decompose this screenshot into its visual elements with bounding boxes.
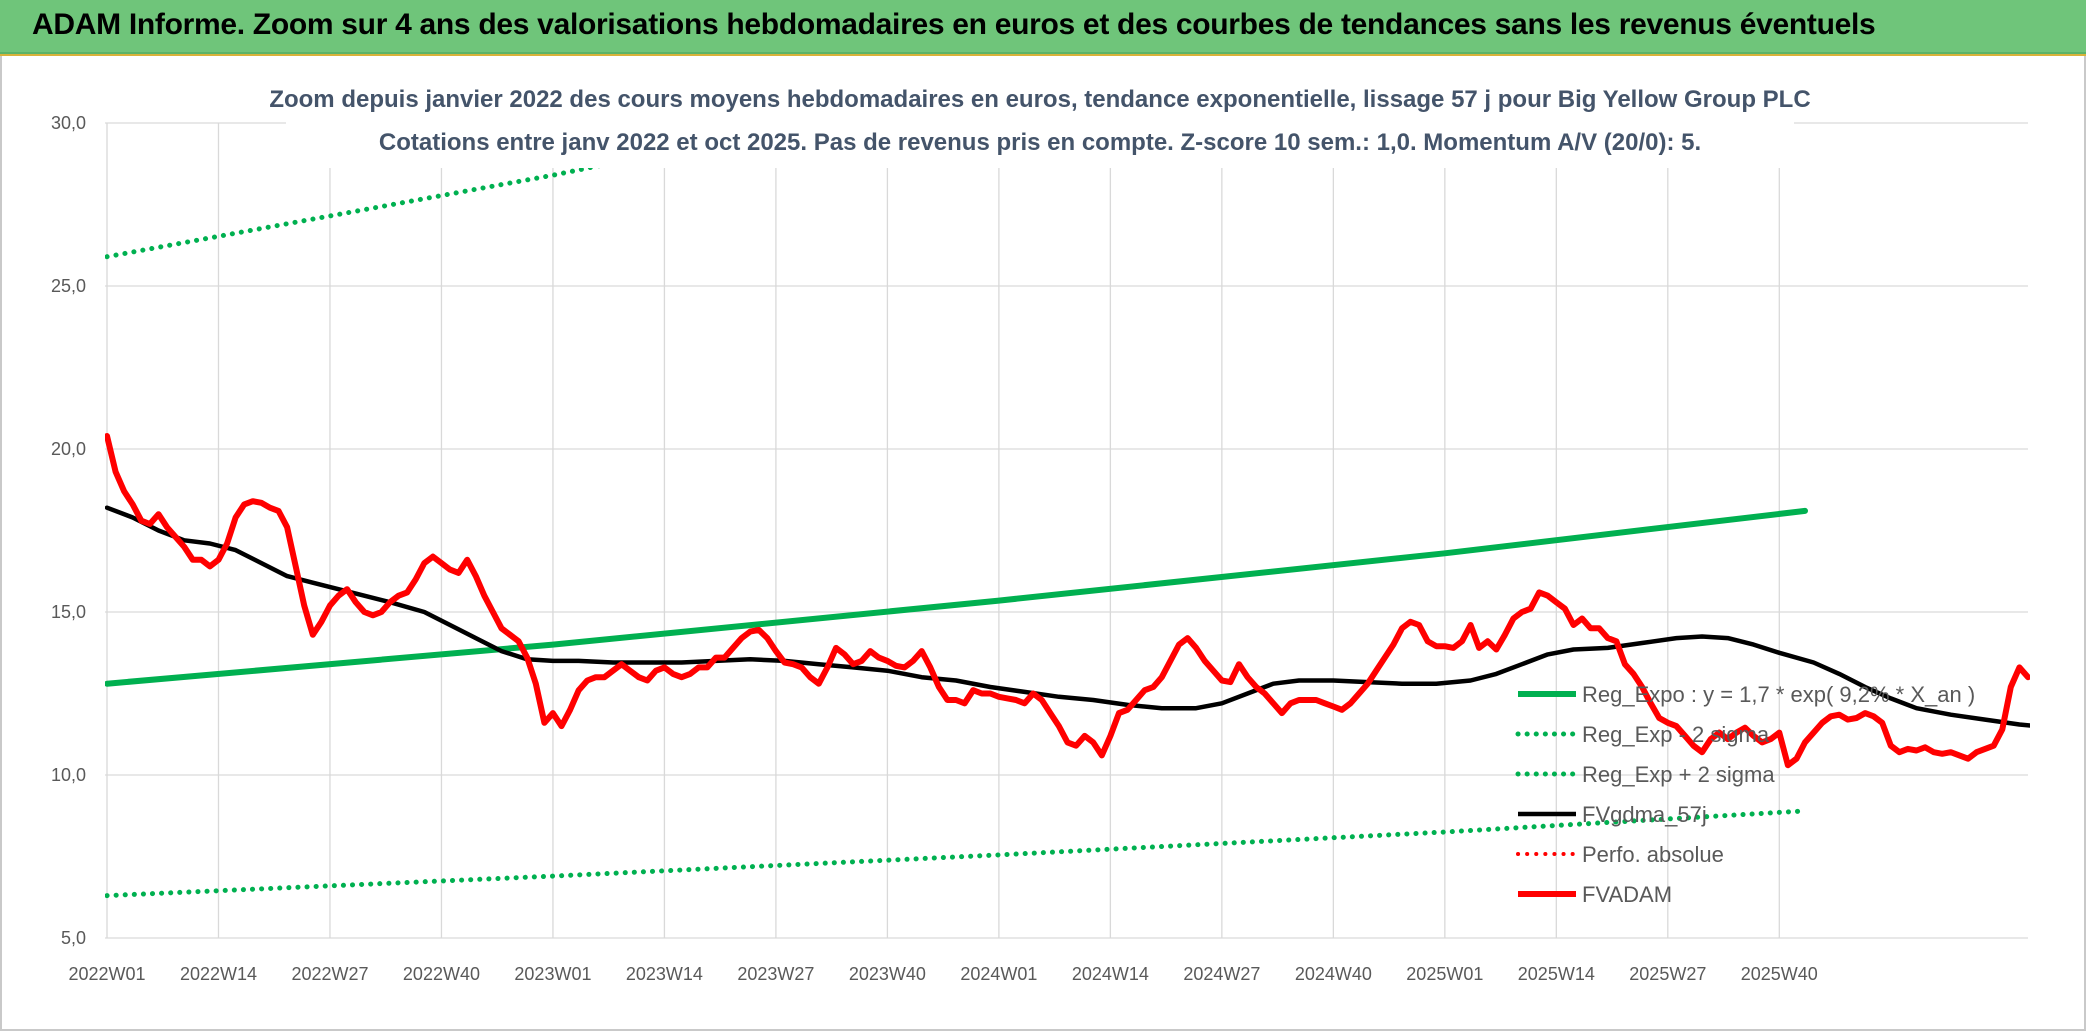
x-tick-label: 2025W27	[1629, 964, 1706, 984]
x-tick-label: 2023W01	[514, 964, 591, 984]
legend-label: FVgdma_57j	[1582, 802, 1707, 827]
x-tick-label: 2023W40	[849, 964, 926, 984]
grid	[105, 122, 2028, 939]
y-tick-label: 15,0	[51, 602, 86, 622]
x-tick-label: 2025W40	[1741, 964, 1818, 984]
x-tick-label: 2024W40	[1295, 964, 1372, 984]
series-line	[105, 507, 1808, 687]
series-line	[105, 433, 2030, 769]
y-tick-label: 25,0	[51, 276, 86, 296]
x-axis: 2022W01 2022W14 2022W27 2022W40 2023W01 2023W…	[68, 964, 1817, 984]
x-tick-label: 2024W01	[960, 964, 1037, 984]
x-tick-label: 2024W14	[1072, 964, 1149, 984]
x-tick-label: 2022W01	[68, 964, 145, 984]
chart-title-line2: Cotations entre janv 2022 et oct 2025. P…	[379, 129, 1701, 156]
legend-label: Perfo. absolue	[1582, 842, 1724, 867]
x-tick-label: 2022W14	[180, 964, 257, 984]
x-tick-label: 2022W27	[291, 964, 368, 984]
x-tick-label: 2025W14	[1518, 964, 1595, 984]
legend-label: Reg_Exp - 2 sigma	[1582, 722, 1770, 747]
legend-label: Reg_Exp + 2 sigma	[1582, 762, 1775, 787]
series-line	[105, 808, 1808, 899]
legend-label: FVADAM	[1582, 882, 1672, 907]
x-tick-label: 2025W01	[1406, 964, 1483, 984]
x-tick-label: 2024W27	[1183, 964, 1260, 984]
page-title: ADAM Informe. Zoom sur 4 ans des valoris…	[32, 8, 1876, 41]
x-tick-label: 2022W40	[403, 964, 480, 984]
y-tick-label: 10,0	[51, 765, 86, 785]
title-background	[286, 78, 1794, 168]
y-tick-label: 5,0	[61, 928, 86, 948]
series-line	[105, 120, 836, 260]
legend: Reg_Expo : y = 1,7 * exp( 9,2% * X_an ) R…	[1515, 682, 1975, 907]
y-tick-label: 30,0	[51, 113, 86, 133]
x-tick-label: 2023W14	[626, 964, 703, 984]
x-tick-label: 2023W27	[737, 964, 814, 984]
series-group	[105, 120, 2030, 899]
y-axis: 5,0 10,0 15,0 20,0 25,0 30,0	[51, 113, 86, 948]
chart-title-line1: Zoom depuis janvier 2022 des cours moyen…	[269, 86, 1810, 113]
y-tick-label: 20,0	[51, 439, 86, 459]
header-bar: ADAM Informe. Zoom sur 4 ans des valoris…	[0, 0, 2086, 54]
legend-label: Reg_Expo : y = 1,7 * exp( 9,2% * X_an )	[1582, 682, 1975, 707]
chart-title: Zoom depuis janvier 2022 des cours moyen…	[269, 78, 1811, 168]
